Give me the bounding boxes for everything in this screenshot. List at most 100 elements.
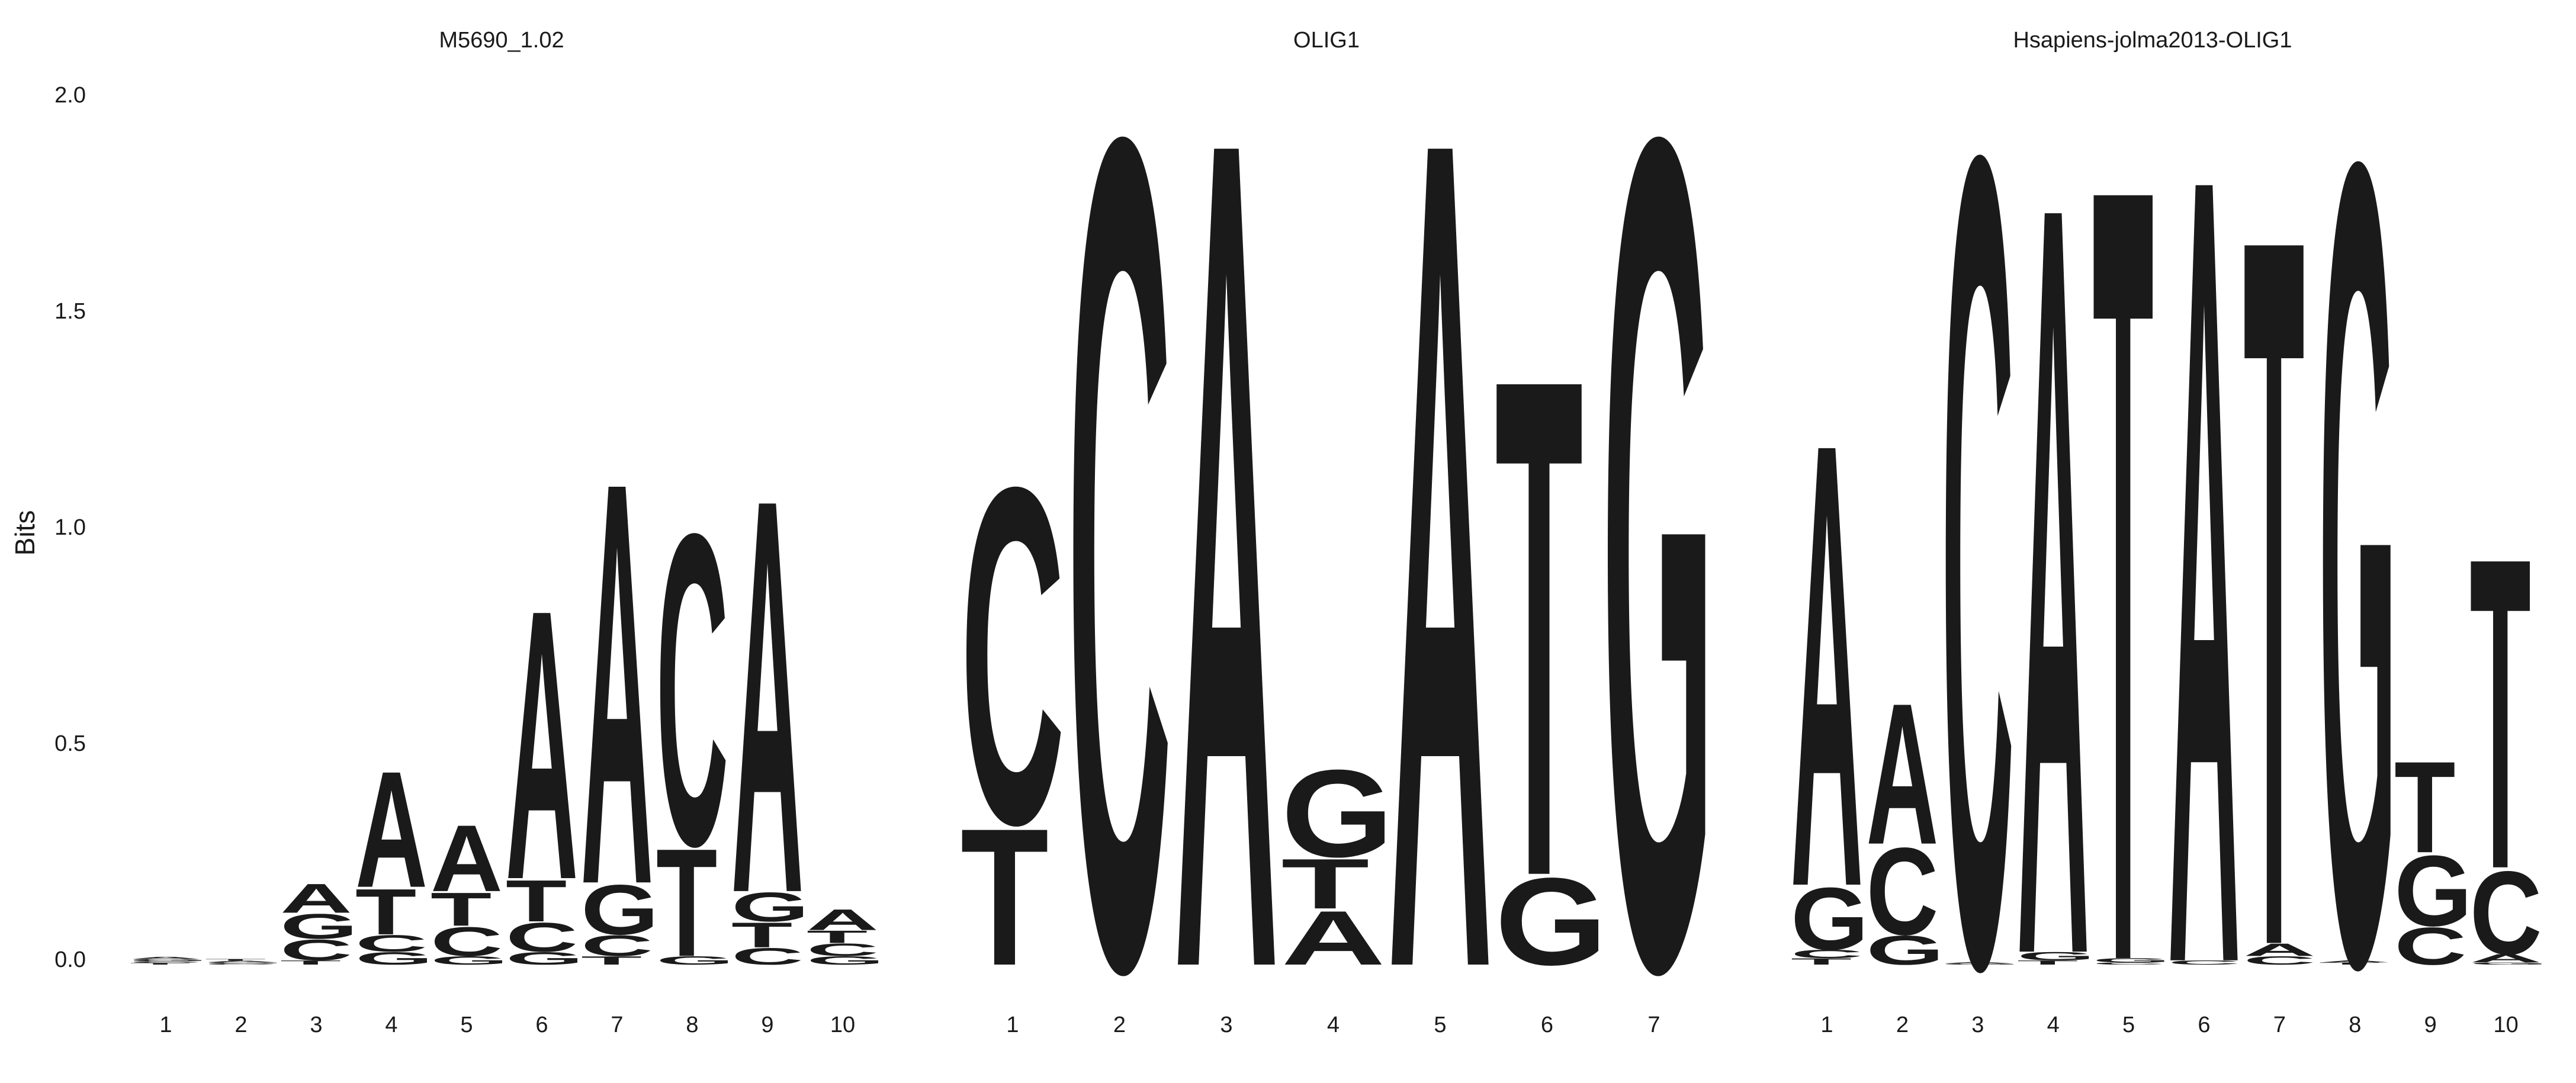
logo-letter-a: A [1174, 0, 1279, 1083]
logo-letter-t: T [280, 959, 341, 966]
x-tick-label: 2 [1113, 1013, 1126, 1037]
logo-letter-g: G [1281, 744, 1394, 883]
logo-letter-a: A [130, 956, 202, 960]
logo-letter-t: T [1495, 230, 1583, 1025]
x-tick-label: 8 [2349, 1013, 2361, 1037]
x-tick-labels: 1 2 3 4 5 6 7 8 9 10 [159, 1013, 855, 1037]
x-tick-label: 4 [2047, 1013, 2060, 1037]
logo-letter-a: A [1388, 0, 1492, 1083]
logo-letter-a: A [1942, 962, 2014, 963]
logo-letter-a: A [2319, 960, 2391, 963]
logo-letter-g: G [2017, 950, 2095, 963]
logo-letter-a: A [355, 737, 428, 923]
x-tick-label: 9 [761, 1013, 773, 1037]
x-tick-label: 4 [1327, 1013, 1340, 1037]
x-tick-label: 2 [1896, 1013, 1909, 1037]
logo-letter-c: C [2093, 962, 2165, 966]
logo-letter-a: A [1281, 895, 1386, 981]
logo-letter-c: C [1942, 0, 2014, 1083]
x-tick-label: 9 [2424, 1013, 2437, 1037]
panel-title: M5690_1.02 [439, 28, 564, 53]
x-tick-label: 4 [385, 1013, 397, 1037]
y-tick-label: 0.0 [54, 947, 86, 972]
y-axis-title: Bits [9, 510, 40, 556]
x-tick-label: 5 [1434, 1013, 1446, 1037]
logo-letter-t: T [2394, 734, 2455, 880]
logo-letter-g: G [355, 949, 433, 969]
y-axis: Bits 0.0 0.5 1.0 1.5 2.0 [9, 83, 86, 972]
logo-letter-t: T [2319, 962, 2380, 966]
logo-letter-g: G [130, 959, 207, 962]
logo-letter-c: C [2168, 959, 2240, 966]
logo-letter-c: C [656, 442, 728, 939]
logo-letter-t: T [506, 868, 567, 934]
x-tick-label: 1 [159, 1013, 172, 1037]
y-tick-label: 1.0 [54, 515, 86, 540]
logo-letter-c: C [280, 934, 352, 967]
logo-letter-c: C [1068, 0, 1172, 1083]
x-tick-label: 8 [686, 1013, 698, 1037]
logo-letter-a: A [205, 960, 277, 962]
logo-letter-c: C [581, 929, 653, 962]
y-tick-label: 2.0 [54, 83, 86, 108]
x-tick-labels: 1 2 3 4 5 6 7 8 9 10 [1820, 1013, 2518, 1037]
logo-letter-c: C [1866, 822, 1938, 961]
logo-letter-g: G [205, 962, 282, 963]
logo-letter-t: T [2017, 959, 2078, 966]
logo-letter-g: G [1791, 869, 1868, 968]
logo-letter-g: G [2093, 957, 2170, 963]
logo-letter-c: C [731, 943, 804, 970]
x-tick-label: 7 [2273, 1013, 2286, 1037]
logo-letter-t: T [2470, 465, 2531, 962]
logo-letter-a: A [2470, 952, 2542, 965]
x-tick-label: 1 [1006, 1013, 1019, 1037]
logo-letter-a: A [731, 381, 804, 1010]
logo-letter-a: A [1866, 661, 1938, 886]
logo-letter-c: C [506, 914, 578, 960]
x-tick-label: 6 [535, 1013, 548, 1037]
logo-letter-g: G [1495, 853, 1608, 992]
logo-letter-g: G [807, 954, 884, 967]
y-tick-label: 0.5 [54, 731, 86, 756]
x-tick-label: 2 [235, 1013, 247, 1037]
logo-letter-a: A [807, 904, 879, 937]
logo-letter-t: T [1791, 956, 1852, 966]
panel-title: Hsapiens-jolma2013-OLIG1 [2013, 28, 2292, 53]
logo-letter-a: A [581, 362, 653, 1004]
logo-letter-g: G [431, 954, 508, 967]
logo-letter-g: G [506, 949, 583, 969]
x-tick-label: 10 [830, 1013, 855, 1037]
logo-letter-g: G [2394, 834, 2472, 947]
logo-letter-t: T [656, 816, 717, 989]
logo-letter-g: G [280, 907, 358, 946]
x-tick-label: 10 [2493, 1013, 2518, 1037]
logo-letter-c: C [205, 963, 277, 965]
logo-letter-g: G [1866, 927, 1944, 973]
logo-letter-t: T [355, 876, 416, 949]
y-tick-label: 1.5 [54, 299, 86, 324]
logo-letter-g: G [656, 954, 734, 967]
logo-letter-c: C [431, 919, 503, 965]
logo-letter-a: A [2168, 0, 2240, 1083]
x-tick-label: 6 [1541, 1013, 1553, 1037]
x-tick-label: 7 [1647, 1013, 1660, 1037]
panel-title: OLIG1 [1293, 28, 1360, 53]
x-tick-label: 7 [611, 1013, 623, 1037]
logo-letter-g: G [2319, 0, 2397, 1083]
logo-letter-c: C [130, 961, 202, 963]
logo-letter-t: T [205, 959, 266, 961]
logo-letter-c: C [1791, 947, 1863, 960]
logo-letter-a: A [506, 529, 578, 960]
logo-letter-t: T [431, 883, 492, 936]
logo-letter-t: T [1281, 844, 1370, 923]
logo-letter-g: G [1602, 0, 1714, 1083]
x-tick-labels: 1 2 3 4 5 6 7 [1006, 1013, 1660, 1037]
logo-letter-t: T [2243, 25, 2304, 1083]
logo-letter-t: T [961, 788, 1049, 1007]
logo-letter-a: A [431, 805, 503, 911]
